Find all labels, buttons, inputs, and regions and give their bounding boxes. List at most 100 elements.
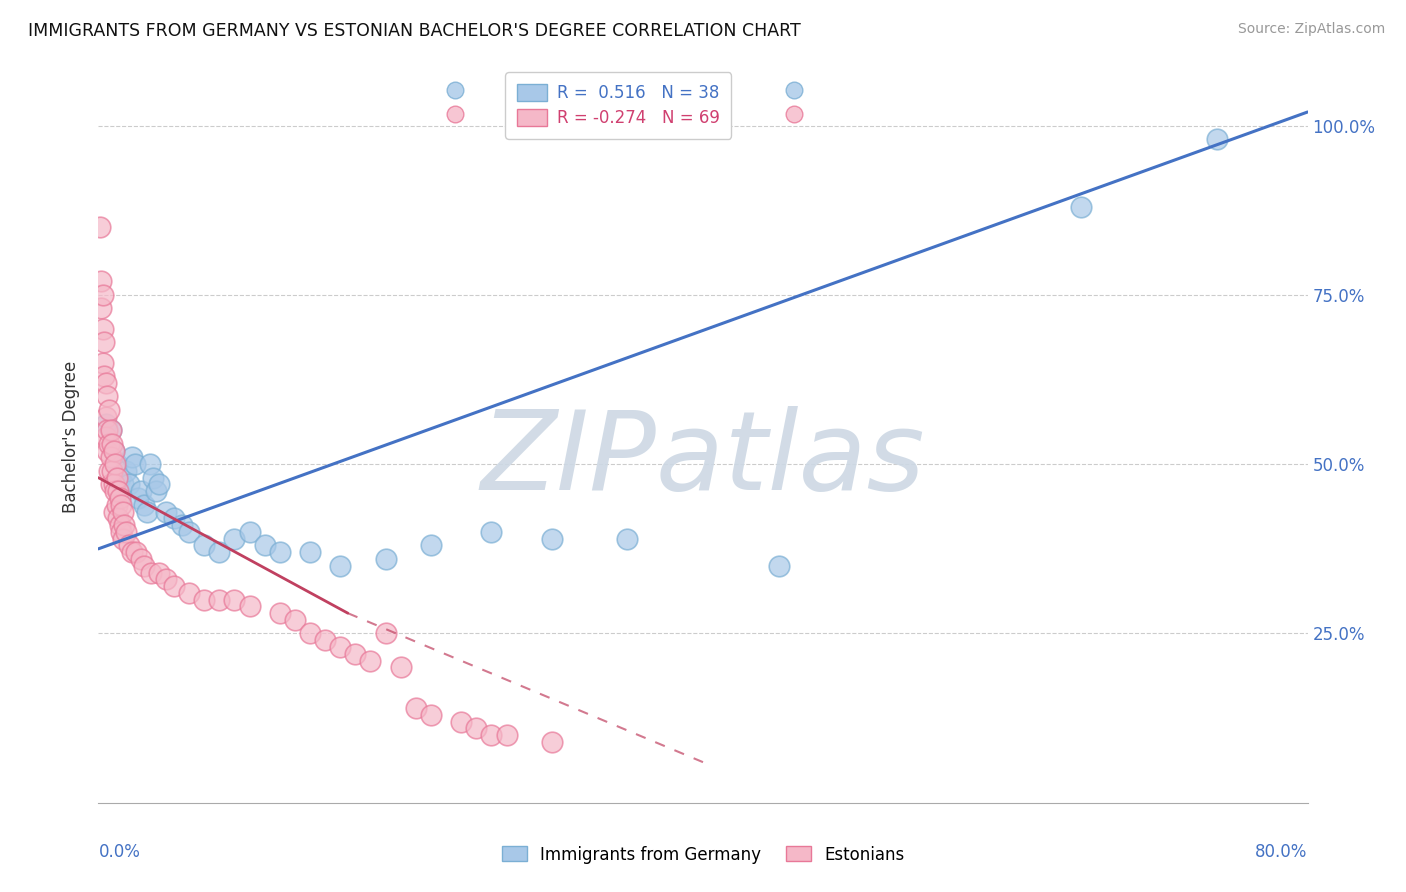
Point [107, 511, 129, 525]
Point [374, 552, 396, 566]
Point [193, 538, 215, 552]
Point [103, 477, 125, 491]
Point [253, 538, 276, 552]
Point [145, 484, 167, 499]
Text: Source: ZipAtlas.com: Source: ZipAtlas.com [1237, 22, 1385, 37]
Point [98, 464, 121, 478]
Point [96, 423, 118, 437]
Point [1070, 200, 1092, 214]
Point [94, 430, 117, 444]
Point [299, 626, 322, 640]
Point [103, 443, 125, 458]
Point [420, 538, 443, 552]
Text: 0.0%: 0.0% [98, 843, 141, 861]
Point [118, 477, 141, 491]
Point [104, 457, 127, 471]
Point [107, 484, 129, 499]
Point [284, 613, 307, 627]
Point [193, 592, 215, 607]
Point [239, 524, 262, 539]
Point [344, 647, 367, 661]
Point [239, 599, 262, 614]
Point [360, 654, 382, 668]
Point [103, 443, 125, 458]
Point [329, 640, 352, 654]
Point [129, 552, 152, 566]
Point [94, 409, 117, 424]
Point [91, 288, 114, 302]
Point [100, 423, 122, 437]
Point [329, 558, 352, 573]
Point [111, 532, 134, 546]
Y-axis label: Bachelor's Degree: Bachelor's Degree [62, 361, 80, 513]
Point [98, 403, 121, 417]
Point [94, 417, 117, 431]
Point [89, 220, 111, 235]
Point [139, 457, 162, 471]
Point [105, 471, 128, 485]
Point [155, 505, 177, 519]
Point [163, 579, 186, 593]
Point [104, 484, 127, 499]
Point [481, 524, 503, 539]
Point [98, 437, 121, 451]
Point [105, 457, 128, 471]
Point [269, 545, 291, 559]
Point [103, 505, 125, 519]
Text: 80.0%: 80.0% [1256, 843, 1308, 861]
Point [105, 498, 128, 512]
Point [142, 471, 165, 485]
Point [118, 538, 141, 552]
Point [374, 626, 396, 640]
Point [269, 606, 291, 620]
Point [170, 518, 193, 533]
Point [132, 498, 155, 512]
Point [768, 558, 790, 573]
Point [616, 532, 638, 546]
Point [90, 301, 112, 316]
Point [93, 335, 115, 350]
Point [163, 511, 186, 525]
Point [208, 592, 231, 607]
Point [179, 524, 201, 539]
Point [121, 450, 143, 465]
Point [314, 633, 336, 648]
Point [389, 660, 412, 674]
Point [420, 707, 443, 722]
Point [110, 524, 132, 539]
Point [121, 545, 143, 559]
Point [112, 518, 135, 533]
Point [93, 369, 115, 384]
Point [100, 450, 122, 465]
Point [495, 728, 517, 742]
Point [114, 464, 136, 478]
Point [91, 322, 114, 336]
Text: IMMIGRANTS FROM GERMANY VS ESTONIAN BACHELOR'S DEGREE CORRELATION CHART: IMMIGRANTS FROM GERMANY VS ESTONIAN BACH… [28, 22, 801, 40]
Point [148, 566, 170, 580]
Point [135, 505, 157, 519]
Point [224, 592, 246, 607]
Point [124, 457, 146, 471]
Point [224, 532, 246, 546]
Point [540, 532, 562, 546]
Point [96, 389, 118, 403]
Point [108, 518, 131, 533]
Point [179, 586, 201, 600]
Point [155, 572, 177, 586]
Point [91, 355, 114, 369]
Point [127, 491, 149, 505]
Point [108, 471, 131, 485]
Point [481, 728, 503, 742]
Point [90, 274, 112, 288]
Point [1206, 132, 1229, 146]
Point [114, 524, 136, 539]
Legend: R =  0.516   N = 38, R = -0.274   N = 69: R = 0.516 N = 38, R = -0.274 N = 69 [505, 72, 731, 139]
Point [110, 498, 132, 512]
Point [141, 566, 163, 580]
Legend: Immigrants from Germany, Estonians: Immigrants from Germany, Estonians [495, 839, 911, 871]
Point [125, 545, 148, 559]
Text: ZIPatlas: ZIPatlas [481, 406, 925, 513]
Point [465, 721, 488, 735]
Point [450, 714, 472, 729]
Point [101, 464, 124, 478]
